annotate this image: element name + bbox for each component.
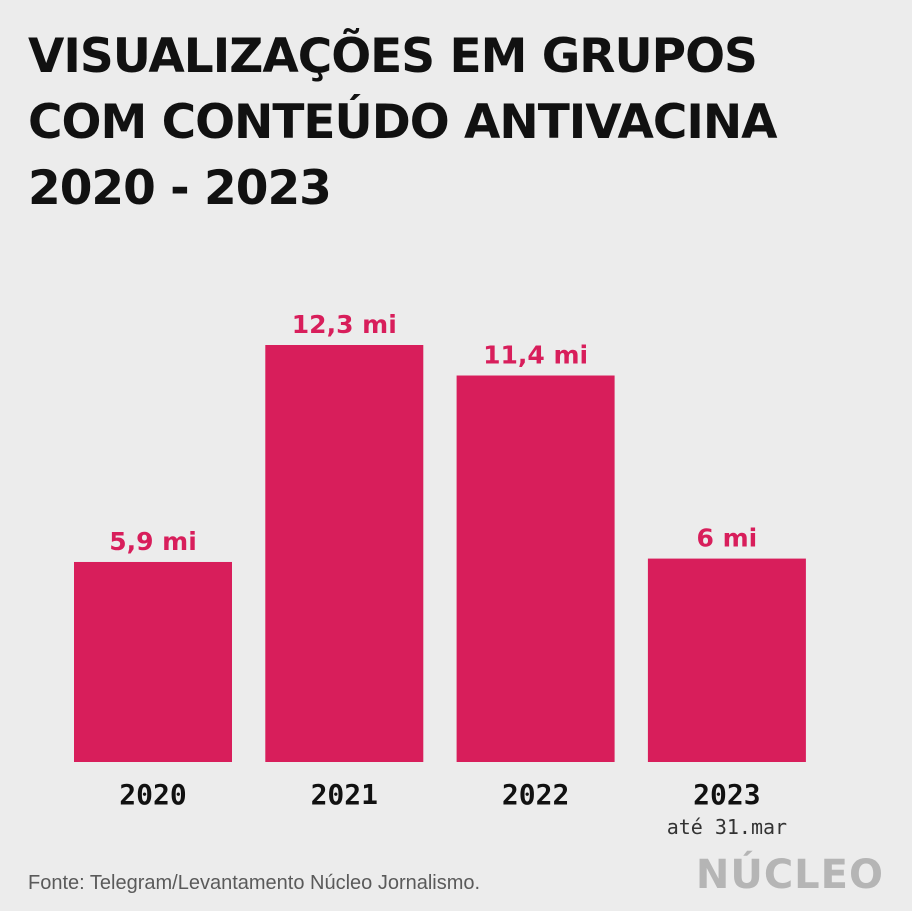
bar-value-label-2023: 6 mi: [697, 524, 758, 553]
x-tick-label-2021: 2021: [311, 778, 378, 811]
bar-value-label-2022: 11,4 mi: [483, 341, 588, 370]
bar-value-label-2021: 12,3 mi: [292, 310, 397, 339]
title-line-1: VISUALIZAÇÕES EM GRUPOS: [28, 29, 758, 84]
x-tick-note-2023: até 31.mar: [667, 815, 787, 839]
source-note: Fonte: Telegram/Levantamento Núcleo Jorn…: [28, 872, 481, 894]
title-line-2: COM CONTEÚDO ANTIVACINA: [28, 95, 778, 150]
x-tick-label-2020: 2020: [119, 778, 186, 811]
bar-2023: [647, 558, 806, 762]
title-line-3: 2020 - 2023: [28, 161, 332, 216]
x-tick-label-2022: 2022: [502, 778, 569, 811]
nucleo-logo: NÚCLEO: [695, 852, 884, 898]
bar-2022: [456, 375, 615, 762]
bar-2020: [74, 561, 232, 762]
bar-2021: [265, 345, 424, 762]
bar-value-label-2020: 5,9 mi: [109, 527, 197, 556]
x-tick-label-2023: 2023: [693, 778, 760, 811]
chart-title: VISUALIZAÇÕES EM GRUPOS COM CONTEÚDO ANT…: [28, 24, 888, 222]
